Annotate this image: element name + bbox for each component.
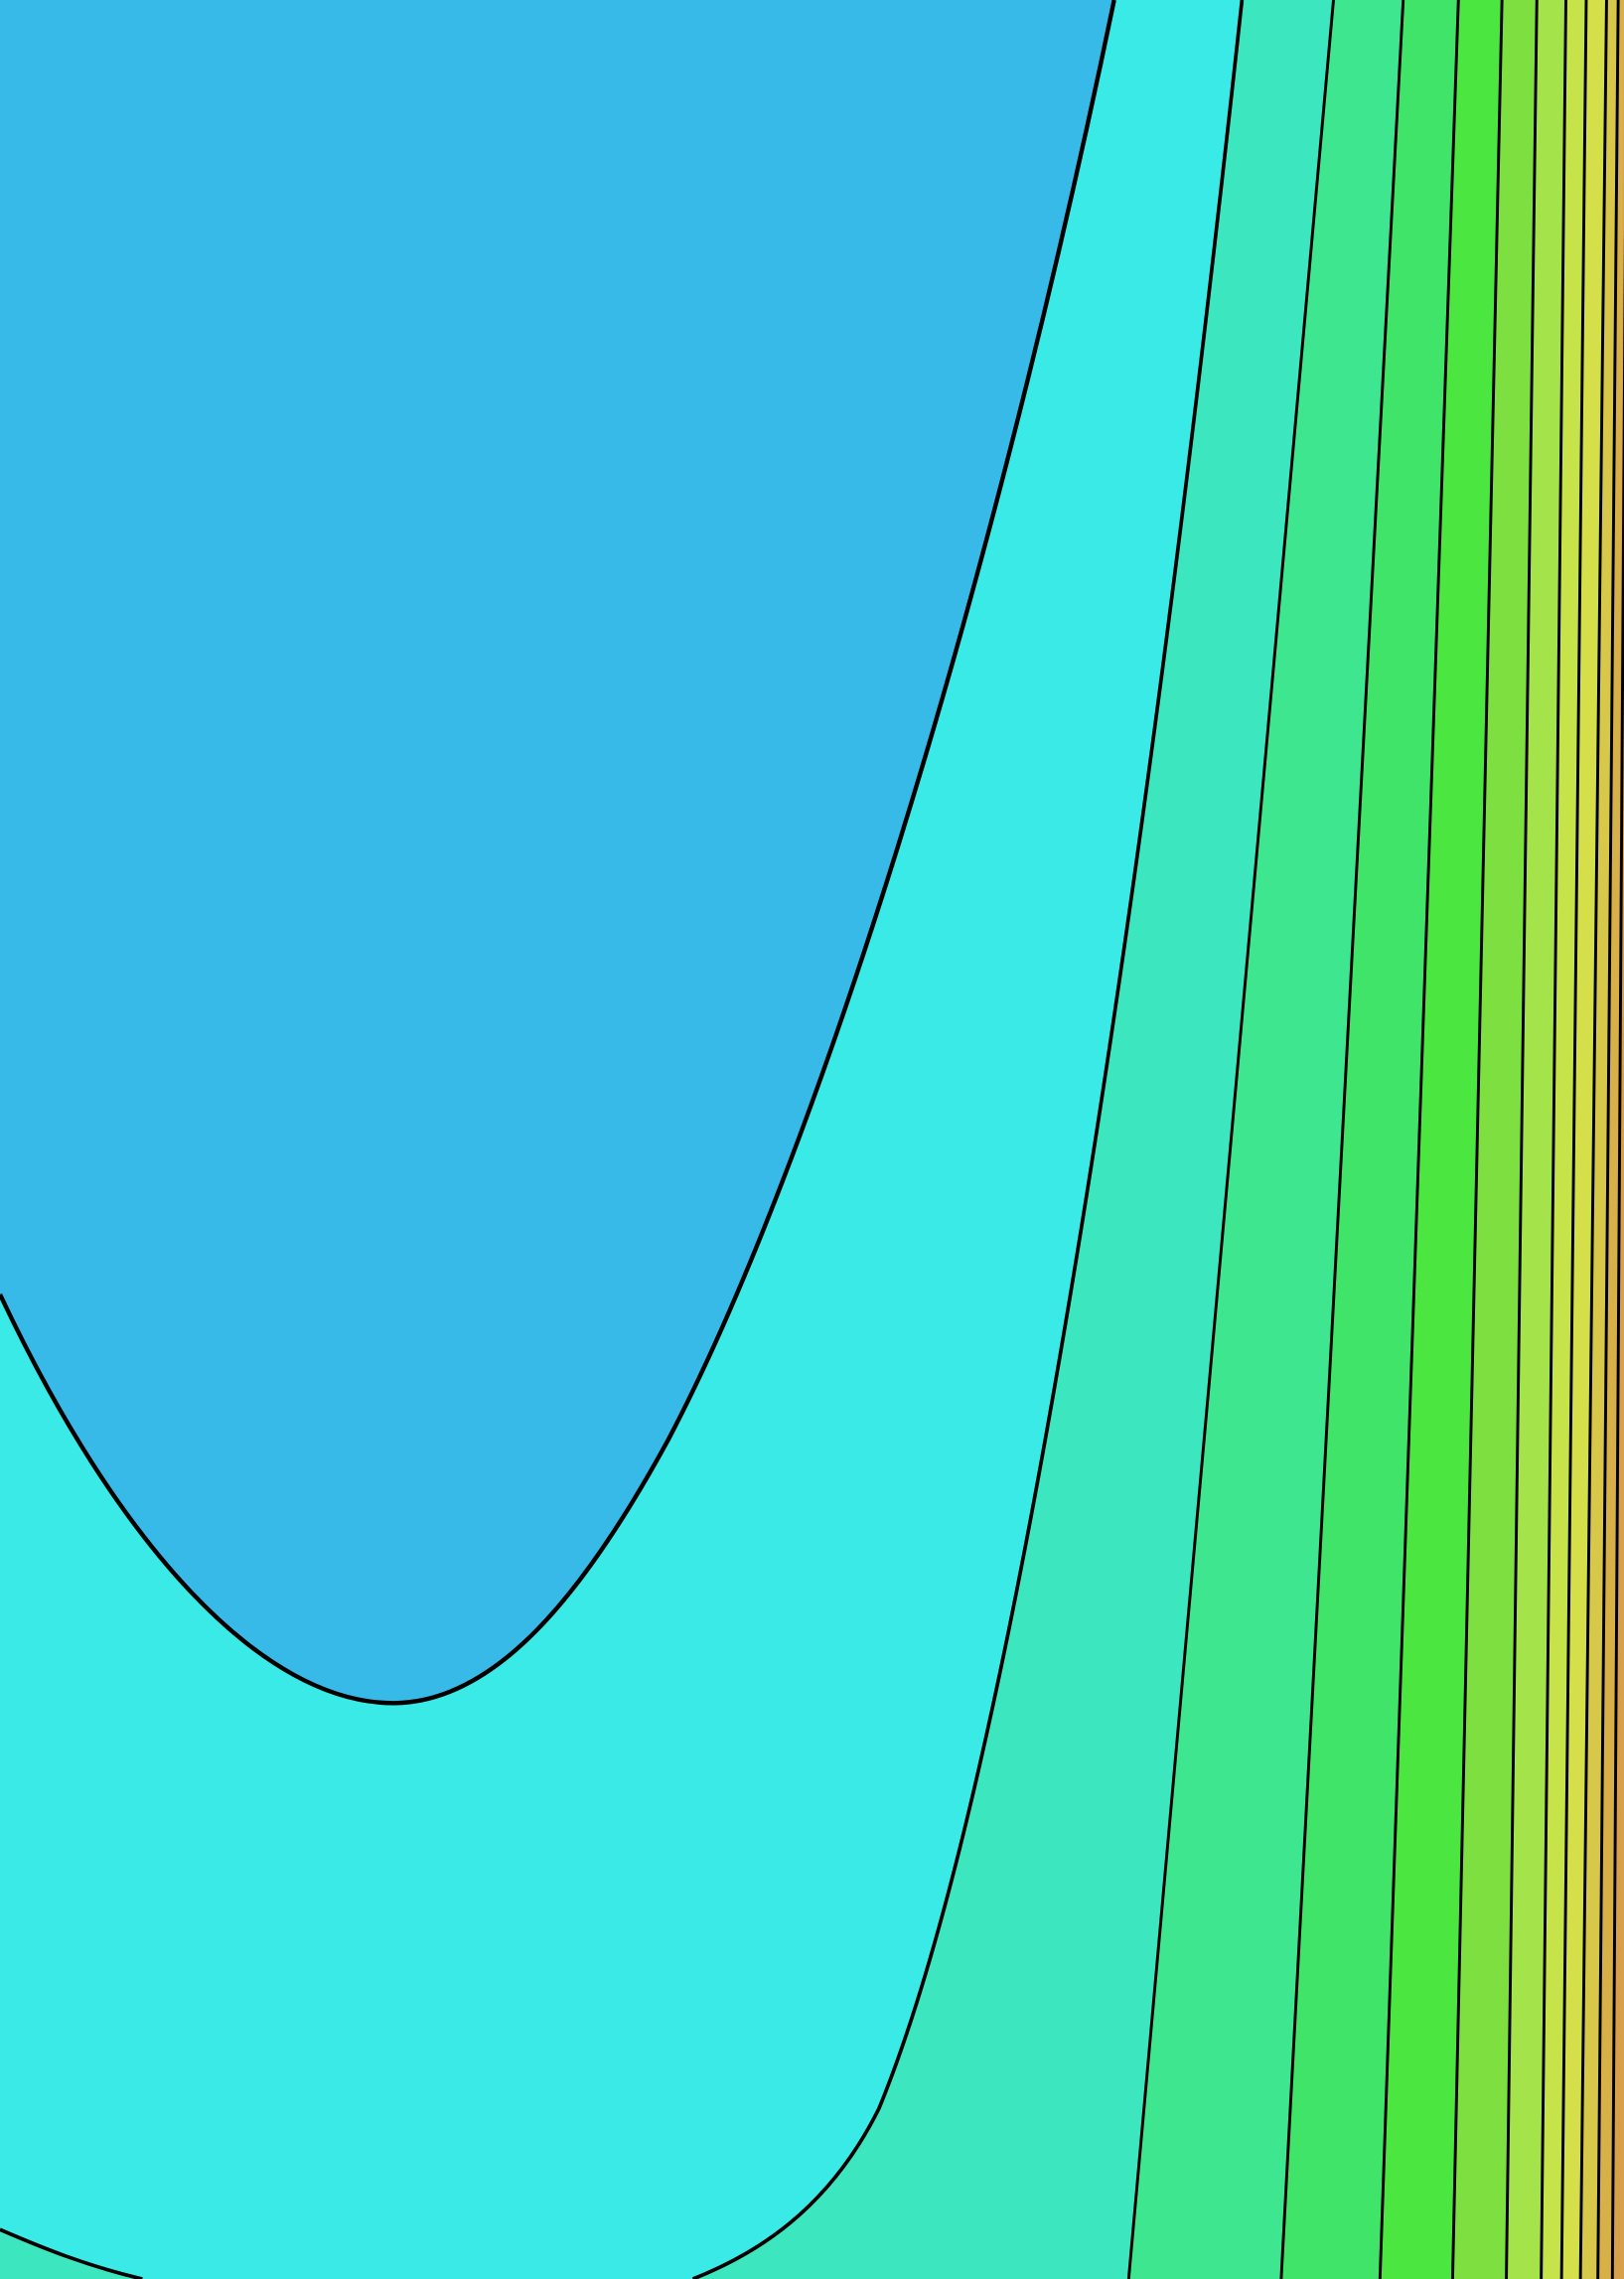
contour-line: [1126, 0, 1335, 2279]
contour-line: [1540, 0, 1567, 2279]
contour-line: [1578, 0, 1608, 2279]
contour-lines: [1126, 0, 1624, 2279]
region-blue: [0, 0, 1114, 1704]
contour-line: [1279, 0, 1405, 2279]
contour-line: [1559, 0, 1588, 2279]
contour-line: [0, 0, 1245, 2279]
contour-line: [1596, 0, 1620, 2279]
contour-line: [1378, 0, 1460, 2279]
contour-line: [1505, 0, 1539, 2279]
contour-line: [1610, 228, 1624, 2279]
contour-line: [0, 0, 1116, 1706]
contour-line: [1450, 0, 1504, 2279]
